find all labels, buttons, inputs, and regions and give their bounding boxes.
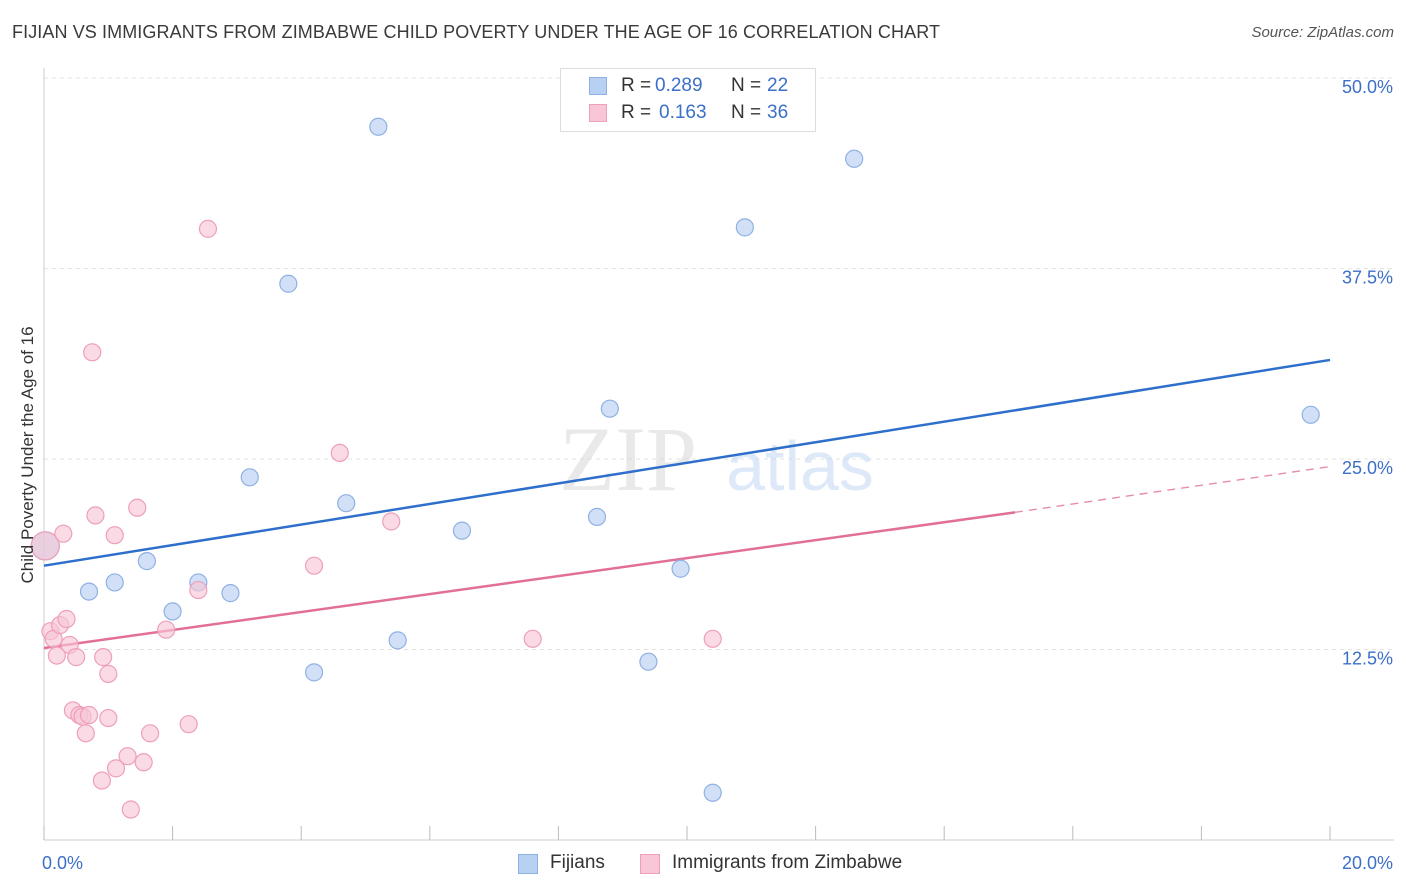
legend-n-value: 22 (767, 75, 789, 96)
legend-n-value: 36 (767, 102, 789, 123)
fijian-point (240, 468, 259, 487)
zimbabwe-point (189, 580, 208, 600)
fijian-point (452, 521, 472, 540)
zimbabwe-point (140, 724, 160, 743)
fijian-point (1301, 405, 1320, 424)
legend-r-value: 0.289 (655, 75, 703, 96)
legend-r-label: R = (621, 75, 652, 96)
zimbabwe-point (99, 664, 118, 683)
fijian-point (221, 584, 240, 603)
y-tick-label: 37.5% (1342, 268, 1393, 288)
x-tick-label: 0.0% (42, 853, 83, 873)
x-tick-label: 20.0% (1342, 853, 1393, 873)
zimbabwe-point (99, 708, 118, 728)
legend-n-label: N = (731, 102, 762, 123)
trend-lines (43, 358, 1331, 650)
grid-layer (44, 77, 1394, 650)
zimbabwe-point (134, 753, 153, 772)
legend-n-label: N = (731, 75, 762, 96)
source-label: Source: ZipAtlas.com (1251, 24, 1394, 41)
zimbabwe-point (118, 747, 137, 766)
zimbabwe-point (330, 443, 349, 463)
fijian-point (279, 274, 298, 293)
fijian-point (388, 631, 407, 650)
zimbabwe-point (57, 609, 76, 629)
zimbabwe-trend-extension (1014, 465, 1331, 514)
fijians-swatch (589, 77, 607, 95)
fijians-trend-line (43, 358, 1331, 567)
data-points (30, 117, 1320, 819)
zimbabwe-point (67, 648, 86, 667)
y-axis-title: Child Poverty Under the Age of 16 (18, 326, 37, 584)
zimbabwe-point (198, 219, 218, 238)
zimbabwe-trend-line (43, 511, 1016, 650)
legend-r-value: 0.163 (659, 102, 707, 123)
fijian-point (703, 783, 722, 802)
y-tick-label: 12.5% (1342, 649, 1393, 669)
zimbabwe-point (105, 526, 124, 545)
zimbabwe-point (83, 343, 102, 362)
zimbabwe-point (47, 646, 66, 665)
fijian-point (600, 399, 619, 418)
fijian-point (163, 602, 182, 621)
fijians-legend-swatch (518, 854, 538, 874)
zimbabwe-point (128, 498, 147, 517)
fijian-point (337, 494, 356, 513)
fijian-point (105, 573, 124, 592)
fijian-point (304, 663, 324, 682)
zimbabwe-point (121, 800, 140, 819)
zimbabwe-point (157, 620, 176, 639)
fijian-point (671, 559, 690, 578)
zimbabwe-legend-label: Immigrants from Zimbabwe (672, 852, 903, 873)
watermark: ZIP atlas (559, 408, 874, 510)
zimbabwe-point (79, 705, 99, 725)
fijian-point (639, 652, 658, 671)
fijian-point (735, 218, 754, 237)
zimbabwe-point (106, 759, 126, 778)
zimbabwe-point (30, 531, 60, 561)
fijian-point (369, 117, 388, 136)
zimbabwe-legend-swatch (640, 854, 660, 874)
chart-title: FIJIAN VS IMMIGRANTS FROM ZIMBABWE CHILD… (12, 22, 941, 42)
zimbabwe-point (76, 724, 95, 743)
zimbabwe-point (92, 771, 111, 790)
watermark-zip: ZIP (559, 408, 697, 510)
tick-labels: 12.5% 25.0% 37.5% 50.0% 0.0% 20.0% (42, 77, 1393, 873)
zimbabwe-point (382, 512, 401, 531)
zimbabwe-point (703, 629, 722, 648)
zimbabwe-point (304, 556, 324, 575)
y-tick-label: 50.0% (1342, 77, 1393, 97)
zimbabwe-point (54, 524, 73, 543)
legend-r-label: R = (621, 102, 652, 123)
stats-legend: R = 0.289 N = 22 R = 0.163 N = 36 (560, 68, 816, 132)
y-tick-label: 25.0% (1342, 458, 1393, 478)
fijian-point (79, 582, 99, 601)
zimbabwe-point (179, 715, 198, 734)
fijian-point (587, 507, 607, 527)
watermark-atlas: atlas (726, 427, 874, 505)
zimbabwe-point (86, 506, 105, 525)
zimbabwe-point (523, 629, 542, 648)
zimbabwe-point (94, 648, 113, 667)
axis-layer (43, 68, 1394, 841)
fijian-point (137, 552, 156, 571)
fijian-point (845, 149, 864, 168)
zimbabwe-swatch (589, 104, 607, 122)
fijians-legend-label: Fijians (550, 852, 605, 873)
